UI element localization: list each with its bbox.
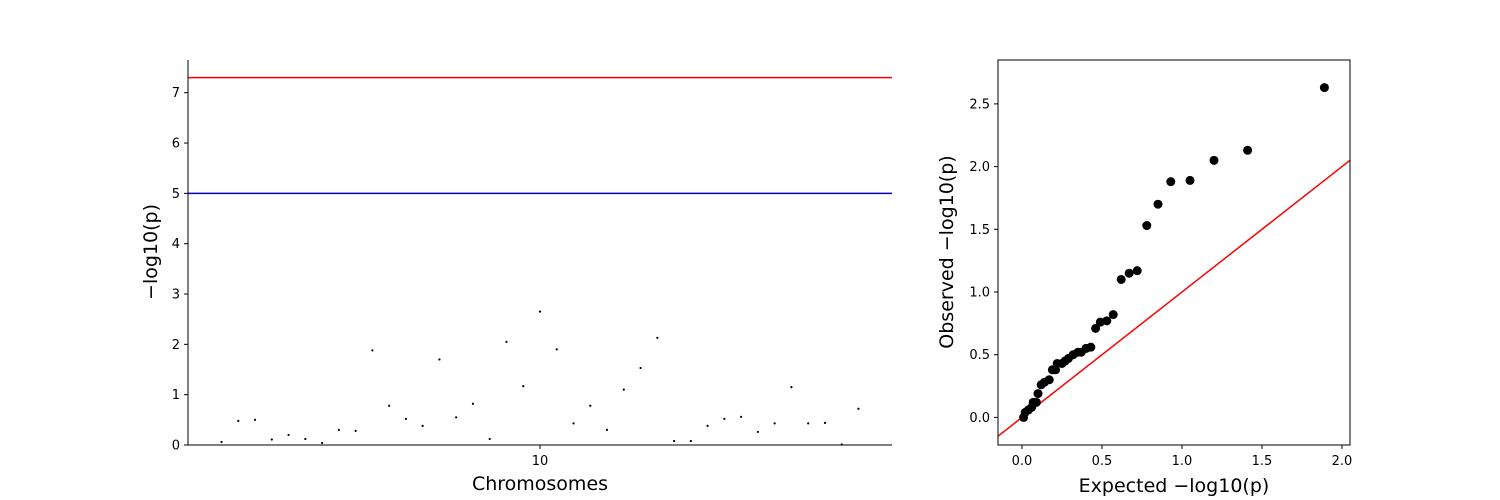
data-point <box>488 437 491 441</box>
data-point <box>421 424 424 427</box>
y-ticks: 0 1 2 3 4 5 6 7 <box>172 86 188 454</box>
y-tick-label: 1.0 <box>969 286 990 301</box>
qq-plot: 0.0 0.5 1.0 1.5 2.0 2.5 0.0 0.5 1.0 1.5 2.0 Expec… <box>936 59 1353 497</box>
data-point <box>1124 268 1134 278</box>
x-tick-label: 1.5 <box>1252 454 1273 469</box>
reference-line <box>998 159 1350 438</box>
y-tick-label: 3 <box>172 288 180 303</box>
y-tick-label: 0.5 <box>969 348 990 363</box>
y-tick-label: 0.0 <box>969 411 990 426</box>
x-tick-label: 2.0 <box>1332 454 1353 469</box>
y-tick-label: 7 <box>172 86 180 101</box>
data-point <box>287 433 290 437</box>
data-point <box>1153 199 1163 209</box>
qq-points <box>1019 83 1329 422</box>
y-tick-label: 6 <box>172 137 180 152</box>
data-point <box>438 358 441 361</box>
threshold-lines <box>188 76 892 195</box>
data-point <box>220 440 223 444</box>
data-point <box>1243 145 1253 155</box>
x-ticks: 10 <box>532 445 549 469</box>
data-point <box>689 439 692 443</box>
data-point <box>589 404 592 407</box>
data-point <box>555 348 558 351</box>
data-point <box>455 416 458 419</box>
data-point <box>1132 266 1142 276</box>
data-point <box>522 385 525 388</box>
y-tick-label: 1 <box>172 388 180 403</box>
data-point <box>1116 274 1126 284</box>
data-point <box>723 417 726 420</box>
manhattan-points <box>220 310 860 446</box>
y-axis-label: −log10(p) <box>140 204 162 300</box>
data-point <box>1319 83 1329 93</box>
data-point <box>1166 177 1176 187</box>
y-tick-label: 2.0 <box>969 160 990 175</box>
y-tick-label: 1.5 <box>969 223 990 238</box>
data-point <box>672 439 676 443</box>
data-point <box>1209 155 1219 165</box>
data-point <box>404 417 408 420</box>
data-point <box>505 340 508 343</box>
x-tick-label: 0.5 <box>1092 454 1113 469</box>
data-point <box>605 428 609 432</box>
data-point <box>639 366 642 370</box>
data-point <box>1185 175 1195 185</box>
x-tick-label: 10 <box>532 454 549 469</box>
x-tick-label: 1.0 <box>1172 454 1193 469</box>
x-axis-label: Expected −log10(p) <box>1079 475 1270 497</box>
data-point <box>823 421 827 424</box>
y-tick-label: 0 <box>172 439 180 454</box>
y-ticks: 0.0 0.5 1.0 1.5 2.0 2.5 <box>969 97 998 426</box>
data-point <box>756 430 760 434</box>
axes-frame <box>997 59 1351 446</box>
data-point <box>337 428 340 432</box>
data-point <box>320 441 324 445</box>
x-ticks: 0.0 0.5 1.0 1.5 2.0 <box>1012 445 1353 469</box>
data-point <box>807 422 810 425</box>
data-point <box>270 438 273 441</box>
data-point <box>354 429 357 433</box>
x-axis-label: Chromosomes <box>472 473 608 495</box>
y-tick-label: 2 <box>172 338 180 353</box>
data-point <box>1091 323 1101 333</box>
data-point <box>572 422 575 425</box>
data-point <box>622 388 625 391</box>
data-point <box>790 386 793 389</box>
data-point <box>1033 389 1043 399</box>
data-point <box>538 310 542 313</box>
expected-line <box>998 159 1350 438</box>
data-point <box>1031 397 1041 407</box>
data-point <box>1044 375 1054 385</box>
data-point <box>253 418 257 421</box>
y-axis-label: Observed −log10(p) <box>936 155 958 348</box>
data-point <box>304 437 307 441</box>
data-point <box>740 415 743 418</box>
data-point <box>1142 221 1152 231</box>
data-point <box>1108 310 1118 320</box>
y-tick-label: 5 <box>172 187 180 202</box>
data-point <box>471 402 475 405</box>
data-point <box>371 349 374 352</box>
y-tick-label: 4 <box>172 237 180 252</box>
data-point <box>1086 342 1096 352</box>
y-tick-label: 2.5 <box>969 97 990 112</box>
data-point <box>656 336 659 339</box>
data-point <box>706 424 709 427</box>
data-point <box>1102 316 1112 326</box>
data-point <box>857 407 860 410</box>
data-point <box>773 422 776 425</box>
data-point <box>388 404 391 407</box>
manhattan-plot: 0 1 2 3 4 5 6 7 10 Chromosomes −log10(p) <box>140 60 892 495</box>
data-point <box>237 419 240 422</box>
x-tick-label: 0.0 <box>1012 454 1033 469</box>
